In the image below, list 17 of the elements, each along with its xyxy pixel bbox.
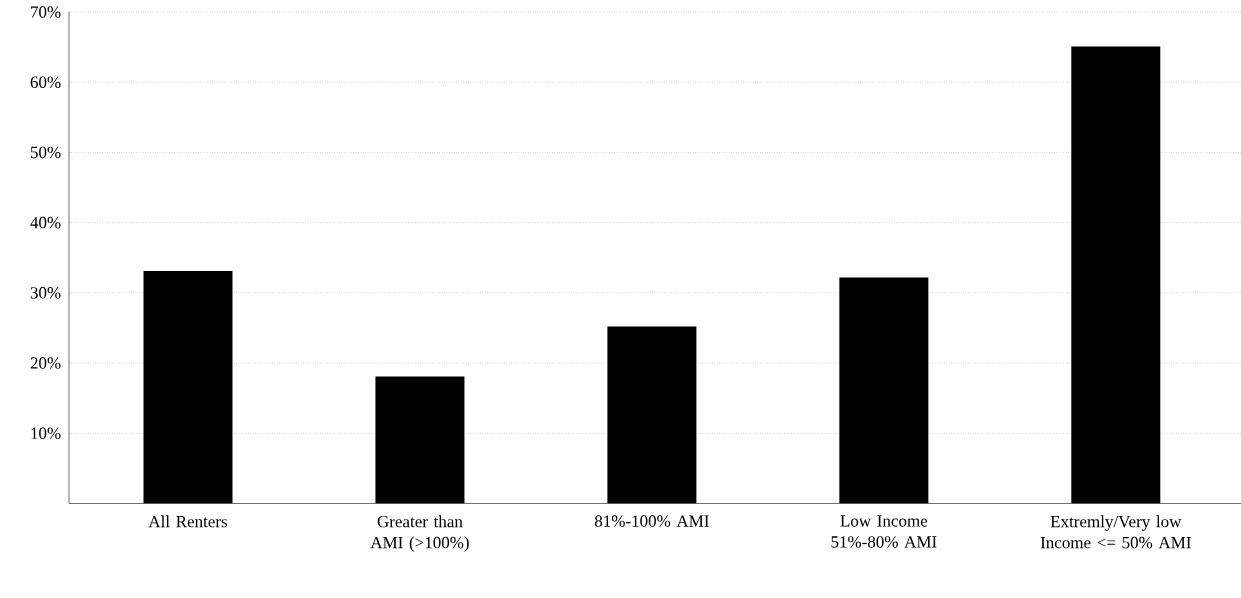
- y-tick-label: 70%: [31, 6, 61, 18]
- x-tick-label: Extremly/Very low Income <= 50% AMI: [1040, 515, 1191, 549]
- bar: [607, 326, 697, 504]
- bar: [839, 277, 929, 504]
- bar: [375, 376, 465, 504]
- y-tick-label: 10%: [31, 427, 61, 440]
- bar: [143, 271, 233, 504]
- y-tick-label: 20%: [30, 357, 61, 369]
- y-tick-label: 40%: [30, 216, 61, 229]
- x-tick-label: 81%-100% AMI: [594, 515, 709, 527]
- x-tick-label: Greater than AMI (>100%): [370, 515, 469, 552]
- x-tick-label: All Renters: [148, 515, 228, 528]
- y-tick-label: 30%: [30, 287, 61, 299]
- bar: [1071, 46, 1161, 504]
- y-tick-label: 60%: [30, 76, 61, 88]
- x-tick-label: Low Income 51%-80% AMI: [831, 515, 937, 548]
- y-tick-label: 50%: [30, 146, 61, 159]
